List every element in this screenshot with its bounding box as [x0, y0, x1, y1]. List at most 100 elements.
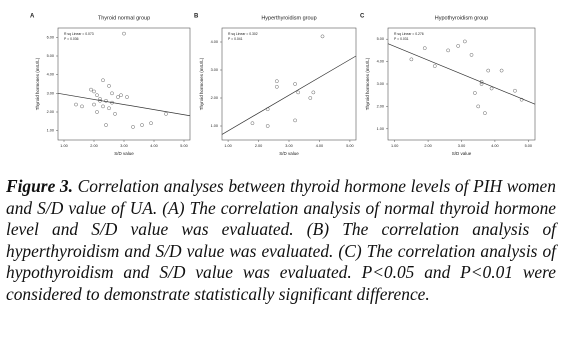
data-point [296, 90, 300, 95]
panel: A Thyroid normal group 1.00 2.00 3.00 4.00 5.0… [30, 14, 191, 156]
data-point [110, 91, 114, 96]
y-tick-label: 4.00 [377, 60, 384, 64]
x-tick-label: 1.00 [60, 144, 67, 148]
plot-frame [221, 27, 357, 141]
fit-line [221, 55, 357, 135]
y-tick-label: 6.00 [47, 35, 54, 39]
y-tick-label: 3.00 [211, 68, 218, 72]
data-point [164, 112, 168, 116]
data-point [149, 121, 153, 126]
x-tick-label: 2.00 [90, 144, 97, 148]
panel-title: Hyperthyroidism group [261, 15, 316, 21]
x-tick-label: 5.00 [525, 144, 532, 148]
data-point [486, 68, 491, 73]
data-point [80, 104, 84, 109]
y-tick-label: 2.00 [377, 104, 384, 108]
x-tick-label: 1.00 [391, 144, 398, 148]
data-point [95, 93, 99, 98]
y-tick-label: 3.00 [377, 82, 384, 86]
data-point [489, 86, 494, 91]
data-point [308, 96, 313, 100]
fit-annotation: P = 0.031 [394, 37, 409, 41]
data-point [265, 124, 270, 128]
data-point [499, 68, 504, 73]
data-point [116, 95, 120, 99]
data-point [101, 104, 105, 109]
y-tick-label: 1.00 [377, 127, 384, 131]
y-tick-label: 4.00 [47, 73, 54, 77]
data-point [476, 104, 481, 109]
panel-label: A [30, 14, 35, 20]
fit-line [57, 92, 191, 117]
fit-annotation: R sq Linear = 0.073 [64, 32, 94, 36]
data-point [483, 111, 487, 115]
data-point [513, 88, 517, 93]
data-point [101, 78, 105, 83]
data-point [274, 79, 279, 84]
data-point [311, 90, 316, 95]
data-point [274, 84, 279, 89]
x-tick-label: 4.00 [150, 144, 157, 148]
data-point [409, 57, 414, 62]
y-tick-label: 2.00 [211, 96, 218, 100]
data-point [107, 84, 111, 88]
fit-annotation: P = 0.041 [228, 37, 243, 41]
fit-annotation: P = 0.036 [64, 37, 79, 41]
data-point [432, 64, 437, 68]
plot-frame [387, 27, 536, 141]
x-tick-label: 4.00 [316, 144, 323, 148]
data-point [92, 89, 96, 94]
fit-line [387, 43, 536, 105]
data-point [250, 121, 255, 126]
fit-annotation: R sq Linear = 0.276 [394, 32, 424, 36]
data-point [469, 53, 474, 57]
data-point [122, 31, 126, 36]
x-axis-label: S/D value [452, 151, 472, 156]
y-axis-label: Thyroid hormones (mIU/L) [365, 57, 370, 110]
figure: A Thyroid normal group 1.00 2.00 3.00 4.00 5.0… [30, 14, 536, 156]
caption-text: Correlation analyses between thyroid hor… [6, 176, 556, 304]
plot-frame [57, 27, 191, 141]
fit-annotation: R sq Linear = 0.302 [228, 32, 258, 36]
caption: Figure 3. Correlation analyses between t… [6, 176, 556, 306]
data-point [95, 110, 99, 114]
data-point [92, 102, 96, 107]
data-point [125, 95, 129, 99]
data-point [422, 46, 427, 51]
x-tick-label: 1.00 [224, 144, 231, 148]
x-tick-label: 2.00 [255, 144, 262, 148]
x-tick-label: 5.00 [346, 144, 353, 148]
data-point [131, 125, 135, 129]
x-tick-label: 3.00 [285, 144, 292, 148]
x-axis-label: S/D value [279, 151, 299, 156]
panel: C Hypothyroidism group 1.00 2.00 3.00 4.00 5.0… [360, 14, 536, 156]
y-axis-label: Thyroid hormones (mIU/L) [35, 57, 40, 110]
y-tick-label: 2.00 [47, 110, 54, 114]
data-point [113, 112, 117, 116]
x-tick-label: 5.00 [180, 144, 187, 148]
data-point [104, 98, 108, 103]
data-point [462, 39, 467, 44]
y-tick-label: 1.00 [211, 124, 218, 128]
y-tick-label: 1.00 [47, 129, 54, 133]
data-point [140, 123, 144, 127]
panel-label: C [360, 14, 365, 20]
x-tick-label: 2.00 [424, 144, 431, 148]
panel-label: B [194, 14, 199, 20]
data-point [119, 93, 123, 98]
x-axis-label: S/D value [114, 151, 134, 156]
x-tick-label: 3.00 [458, 144, 465, 148]
data-point [320, 34, 325, 39]
panel-title: Hypothyroidism group [435, 15, 489, 21]
caption-label: Figure 3. [6, 176, 73, 196]
data-point [74, 102, 78, 107]
data-point [104, 123, 108, 127]
data-point [456, 44, 461, 48]
x-tick-label: 3.00 [120, 144, 127, 148]
data-point [107, 106, 111, 111]
y-tick-label: 5.00 [47, 54, 54, 58]
data-point [293, 118, 297, 123]
x-tick-label: 4.00 [491, 144, 498, 148]
y-tick-label: 5.00 [377, 37, 384, 41]
